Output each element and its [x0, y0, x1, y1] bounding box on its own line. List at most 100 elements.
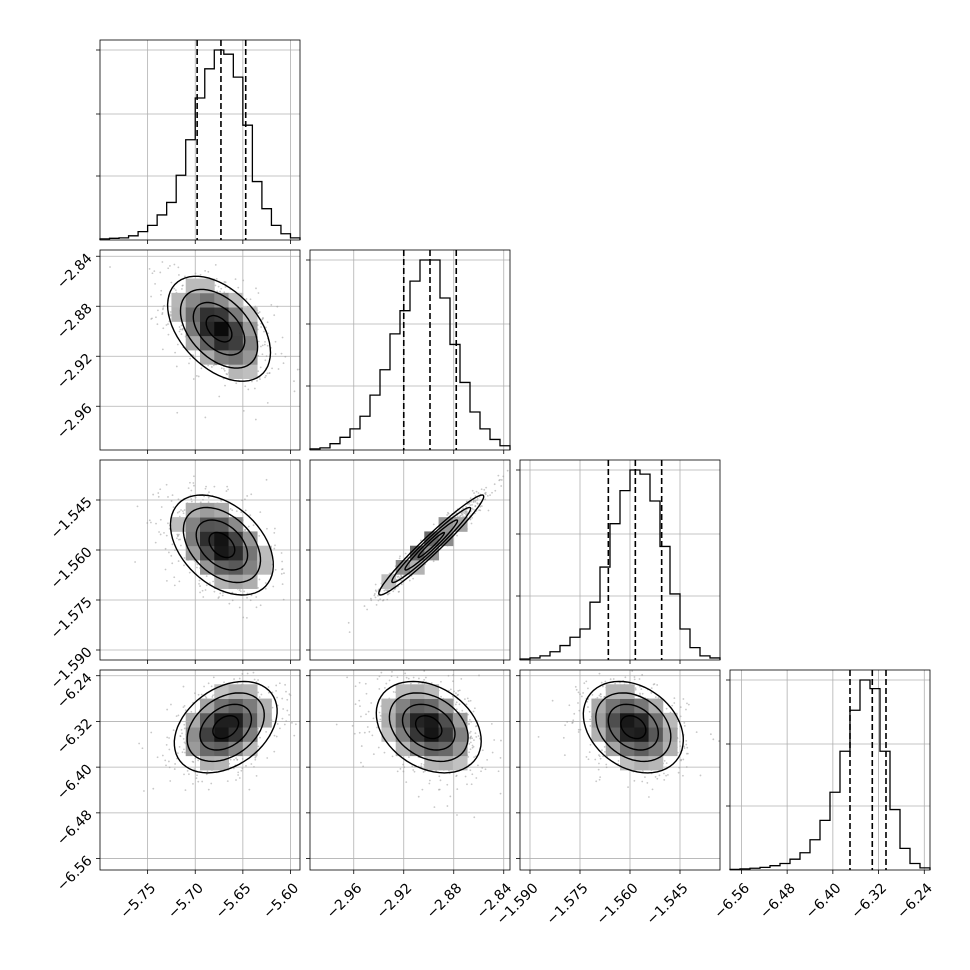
y-tick-label-param-1: −2.88 — [54, 301, 96, 343]
scatter-point — [469, 504, 472, 507]
scatter-point — [473, 707, 476, 710]
density-cell — [648, 755, 664, 771]
scatter-point — [265, 326, 267, 329]
scatter-point — [204, 416, 207, 419]
scatter-point — [252, 524, 255, 527]
density-cell — [228, 292, 244, 308]
density-cell — [242, 335, 258, 351]
scatter-point — [231, 509, 234, 512]
scatter-point — [600, 695, 602, 698]
scatter-point — [195, 374, 198, 377]
scatter-point — [222, 368, 225, 370]
scatter-point — [190, 500, 193, 503]
density-cell — [242, 321, 258, 337]
scatter-point — [421, 660, 423, 662]
contour-1-0-2 — [179, 288, 259, 369]
scatter-point — [286, 709, 289, 712]
scatter-point — [480, 488, 483, 491]
density-cell — [171, 292, 187, 308]
scatter-point — [648, 796, 650, 798]
y-tick-label-param-1: −2.84 — [54, 251, 96, 293]
scatter-point — [651, 788, 654, 791]
scatter-point — [249, 298, 252, 301]
scatter-point — [246, 672, 249, 675]
scatter-point — [469, 741, 472, 744]
contour-2-0-0 — [208, 531, 236, 559]
scatter-point — [223, 281, 226, 283]
scatter-point — [446, 805, 449, 807]
scatter-point — [241, 673, 244, 675]
hist-frame-3 — [729, 669, 931, 871]
scatter-point — [577, 702, 579, 704]
scatter-point — [568, 704, 571, 707]
y-tick-label-param-2: −1.560 — [48, 544, 96, 592]
scatter-point — [202, 498, 204, 501]
scatter-point — [654, 775, 657, 778]
scatter-point — [154, 541, 157, 544]
scatter-point — [169, 311, 172, 313]
scatter-point — [217, 285, 220, 288]
scatter-point — [205, 485, 207, 488]
contour-3-0-1 — [199, 703, 253, 751]
scatter-point — [165, 764, 167, 767]
scatter-point — [271, 691, 274, 694]
scatter-point — [181, 284, 184, 287]
scatter-point — [184, 709, 187, 712]
scatter-point — [600, 681, 603, 684]
scatter-point — [155, 316, 157, 319]
scatter-point — [199, 585, 201, 587]
scatter-point — [471, 516, 473, 519]
scatter-panel-1-0 — [96, 249, 301, 454]
scatter-point — [494, 489, 497, 492]
density-cell — [200, 307, 215, 322]
scatter-point — [201, 780, 204, 783]
density-cell — [395, 741, 411, 757]
scatter-point — [370, 597, 372, 600]
scatter-point — [223, 291, 226, 294]
scatter-point — [224, 384, 226, 387]
scatter-point — [455, 775, 458, 778]
scatter-point — [430, 682, 433, 684]
scatter-point — [244, 498, 246, 501]
scatter-point — [360, 715, 362, 718]
scatter-point — [152, 787, 155, 790]
scatter-point — [598, 754, 600, 756]
contour-1-0-0 — [205, 314, 233, 343]
density-cell — [438, 698, 454, 714]
scatter-point — [359, 705, 361, 708]
scatter-point — [167, 551, 170, 554]
scatter-panel-2-1 — [306, 459, 511, 664]
scatter-point — [197, 759, 200, 762]
scatter-point — [471, 503, 473, 506]
scatter-point — [575, 688, 578, 691]
scatter-point — [457, 689, 460, 692]
scatter-point — [464, 512, 467, 515]
density-cell — [395, 560, 411, 575]
scatter-point — [288, 693, 291, 696]
contour-3-2-0 — [620, 714, 647, 740]
scatter-point — [255, 287, 257, 290]
scatter-point — [372, 717, 375, 720]
contour-2-1-1 — [404, 519, 459, 571]
density-cell — [620, 712, 635, 728]
contour-3-2-2 — [595, 692, 672, 763]
scatter-point — [198, 579, 201, 582]
scatter-point — [612, 678, 615, 680]
contour-3-0-0 — [212, 714, 240, 740]
scatter-point — [207, 270, 210, 273]
scatter-point — [266, 527, 268, 530]
scatter-body-3-0 — [138, 671, 297, 792]
scatter-point — [181, 288, 183, 290]
scatter-point — [214, 284, 217, 287]
scatter-point — [264, 587, 267, 590]
scatter-point — [566, 721, 569, 723]
scatter-point — [291, 721, 293, 724]
scatter-point — [194, 757, 197, 760]
scatter-point — [166, 708, 169, 711]
scatter-point — [289, 694, 292, 697]
scatter-point — [212, 364, 215, 367]
scatter-point — [477, 764, 479, 767]
scatter-point — [150, 521, 152, 524]
density-cell — [228, 364, 244, 379]
scatter-point — [263, 330, 265, 333]
